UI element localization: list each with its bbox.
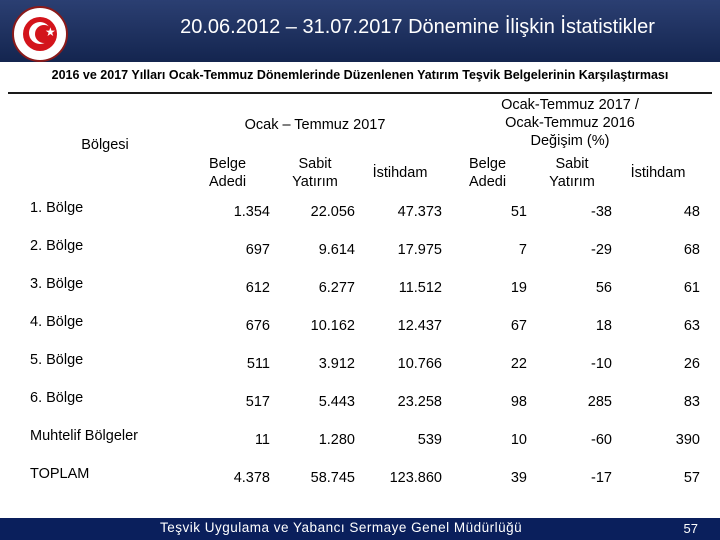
col-header-line: Sabit	[555, 156, 589, 172]
table-cell: -60	[591, 432, 612, 448]
table-cell: 390	[675, 432, 700, 448]
table-cell: 26	[683, 356, 700, 372]
table-cell: 10	[510, 432, 527, 448]
col-header-belge-change: Belge Adedi	[455, 155, 520, 191]
table-cell: 48	[683, 204, 700, 220]
table-cell: -29	[591, 242, 612, 258]
table-cell: 83	[683, 394, 700, 410]
table-cell: 4.378	[233, 470, 270, 486]
col-header-line: Sabit	[298, 156, 332, 172]
col-header-istihdam-change: İstihdam	[630, 165, 686, 181]
row-label: 4. Bölge	[30, 314, 84, 330]
table-cell: 123.860	[389, 470, 442, 486]
col-header-istihdam-2017: İstihdam	[372, 165, 428, 181]
table-cell: 51	[510, 204, 527, 220]
table-subtitle: 2016 ve 2017 Yılları Ocak-Temmuz Dönemle…	[51, 68, 669, 82]
table-cell: 23.258	[397, 394, 442, 410]
table-cell: 67	[510, 318, 527, 334]
group2-header-line: Değişim (%)	[530, 133, 610, 149]
table-cell: 39	[510, 470, 527, 486]
row-label: 5. Bölge	[30, 352, 84, 368]
col-header-line: Yatırım	[292, 174, 338, 190]
table-cell: 517	[245, 394, 270, 410]
table-cell: 61	[683, 280, 700, 296]
table-cell: 3.912	[318, 356, 355, 372]
table-cell: 285	[587, 394, 612, 410]
col-header-sabit-2017: Sabit Yatırım	[280, 155, 350, 191]
col-header-line: Adedi	[468, 174, 507, 190]
table-cell: 22.056	[310, 204, 355, 220]
page-title: 20.06.2012 – 31.07.2017 Dönemine İlişkin…	[180, 16, 655, 38]
row-label: 2. Bölge	[30, 238, 84, 254]
table-cell: 19	[510, 280, 527, 296]
table-cell: 10.766	[397, 356, 442, 372]
page-number: 57	[683, 521, 698, 536]
group2-header-line: Ocak-Temmuz 2017 /	[501, 97, 639, 113]
group2-header: Ocak-Temmuz 2017 / Ocak-Temmuz 2016 Deği…	[470, 96, 670, 150]
row-label: 3. Bölge	[30, 276, 84, 292]
footer-bar: Teşvik Uygulama ve Yabancı Sermaye Genel…	[0, 518, 720, 540]
col-header-sabit-change: Sabit Yatırım	[537, 155, 607, 191]
table-cell: 12.437	[397, 318, 442, 334]
table-cell: 1.354	[233, 204, 270, 220]
group1-header: Ocak – Temmuz 2017	[244, 117, 386, 133]
footer-text: Teşvik Uygulama ve Yabancı Sermaye Genel…	[160, 520, 523, 535]
divider	[8, 92, 712, 94]
star-icon: ★	[45, 25, 56, 39]
table-cell: -17	[591, 470, 612, 486]
logo-emblem: ★	[23, 17, 57, 51]
table-cell: 68	[683, 242, 700, 258]
ministry-logo: ★	[12, 6, 68, 62]
col-header-line: Belge	[208, 156, 247, 172]
table-cell: 63	[683, 318, 700, 334]
row-label: TOPLAM	[30, 466, 90, 482]
table-cell: 98	[510, 394, 527, 410]
table-cell: 697	[245, 242, 270, 258]
header-bar: ★ 20.06.2012 – 31.07.2017 Dönemine İlişk…	[0, 0, 720, 62]
table-cell: 9.614	[318, 242, 355, 258]
table-cell: -10	[591, 356, 612, 372]
table-cell: 511	[246, 356, 270, 372]
col-header-belge-2017: Belge Adedi	[195, 155, 260, 191]
row-label: 1. Bölge	[30, 200, 84, 216]
table-cell: 58.745	[310, 470, 355, 486]
table-cell: 612	[245, 280, 270, 296]
table-cell: 57	[683, 470, 700, 486]
table-cell: 5.443	[318, 394, 355, 410]
col-header-line: Belge	[468, 156, 507, 172]
table-cell: 11	[254, 432, 270, 448]
table-cell: 6.277	[318, 280, 355, 296]
region-header: Bölgesi	[81, 137, 129, 153]
table-cell: 47.373	[397, 204, 442, 220]
table-cell: 1.280	[318, 432, 355, 448]
table-cell: -38	[591, 204, 612, 220]
table-cell: 18	[595, 318, 612, 334]
row-label: Muhtelif Bölgeler	[30, 428, 138, 444]
crescent-cut	[35, 25, 53, 43]
table-cell: 539	[417, 432, 442, 448]
row-label: 6. Bölge	[30, 390, 84, 406]
table-cell: 56	[595, 280, 612, 296]
table-cell: 10.162	[310, 318, 355, 334]
table-cell: 11.512	[398, 280, 442, 296]
table-cell: 676	[245, 318, 270, 334]
group2-header-line: Ocak-Temmuz 2016	[505, 115, 635, 131]
table-cell: 22	[510, 356, 527, 372]
table-cell: 7	[518, 242, 527, 258]
col-header-line: Yatırım	[549, 174, 595, 190]
col-header-line: Adedi	[208, 174, 247, 190]
table-cell: 17.975	[397, 242, 442, 258]
